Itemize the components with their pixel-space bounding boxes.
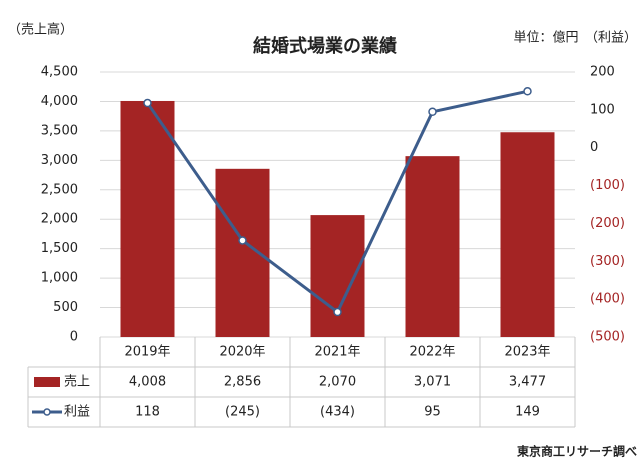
data-label: 3,071 (414, 375, 451, 390)
y2-tick-label: 100 (590, 102, 615, 117)
data-label: 2,070 (319, 375, 356, 390)
bar (500, 132, 555, 337)
y2-tick-label: (500) (590, 330, 625, 345)
legend-key (34, 377, 60, 387)
y2-axis-label: 単位：億円 （利益） (513, 30, 637, 46)
y-tick-label: 2,000 (41, 212, 78, 227)
data-label: 118 (135, 405, 160, 420)
legend-label: 利益 (64, 405, 90, 420)
y2-tick-label: (300) (590, 254, 625, 269)
data-label: 4,008 (129, 375, 166, 390)
y2-tick-label: 200 (590, 65, 615, 80)
data-label: 3,477 (509, 375, 546, 390)
y-tick-label: 500 (53, 300, 78, 315)
bar (310, 215, 365, 337)
line-marker (143, 98, 152, 108)
bar (120, 100, 175, 338)
data-label: 2,856 (224, 375, 261, 390)
legend-label: 売上 (64, 374, 90, 390)
x-tick-label: 2021年 (314, 345, 360, 360)
chart-title: 結婚式場業の業績 (253, 35, 397, 57)
y-tick-label: 1,500 (41, 241, 78, 256)
bar (405, 156, 460, 337)
y-tick-label: 4,000 (41, 94, 78, 109)
x-tick-label: 2019年 (124, 345, 170, 360)
legend-key (43, 408, 51, 416)
y2-tick-label: (200) (590, 216, 625, 231)
y-axis-label: （売上高） (8, 22, 73, 38)
line-marker (428, 107, 437, 116)
data-label: 95 (424, 405, 441, 420)
y-tick-label: 2,500 (41, 182, 78, 197)
data-label: (245) (225, 405, 260, 420)
y-tick-label: 3,500 (41, 123, 78, 138)
line-marker (333, 307, 342, 317)
line-marker (523, 87, 532, 96)
source: 東京商工リサーチ調べ (517, 444, 637, 459)
x-tick-label: 2023年 (504, 345, 550, 360)
y-tick-label: 1,000 (41, 271, 78, 286)
data-label: 149 (515, 405, 540, 420)
y-tick-label: 4,500 (41, 65, 78, 80)
y2-tick-label: 0 (590, 140, 598, 155)
y-tick-label: 0 (70, 330, 78, 345)
y2-tick-label: (100) (590, 178, 625, 193)
data-label: (434) (320, 405, 355, 420)
line-marker (238, 236, 247, 245)
x-tick-label: 2020年 (219, 345, 265, 360)
x-tick-label: 2022年 (409, 345, 455, 360)
y2-tick-label: (400) (590, 292, 625, 307)
y-tick-label: 3,000 (41, 153, 78, 168)
